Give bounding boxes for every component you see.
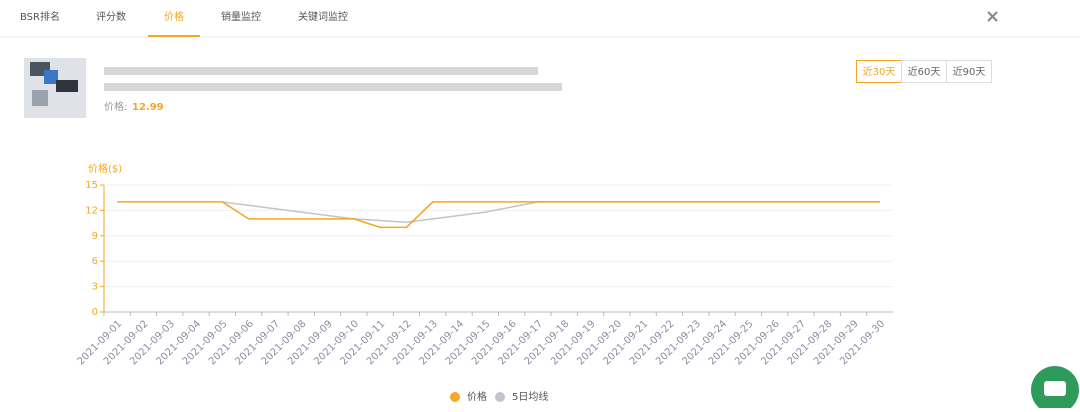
tab[interactable]: BSR排名	[20, 10, 60, 23]
chat-button[interactable]	[1031, 366, 1079, 412]
range-button-label[interactable]: 近60天	[908, 65, 941, 78]
tab[interactable]: 评分数	[96, 10, 126, 23]
legend-swatch	[450, 392, 460, 402]
range-button-label[interactable]: 近30天	[863, 65, 896, 78]
tab-active[interactable]: 价格	[164, 10, 184, 23]
price-value: 12.99	[132, 102, 164, 113]
product-image	[24, 58, 86, 118]
x-tick-label: 2021-09-01	[76, 318, 125, 367]
legend-swatch	[495, 392, 505, 402]
price-label: 价格:	[104, 100, 127, 113]
product-title-blurred	[104, 67, 562, 91]
tab-underline	[148, 35, 200, 37]
y-tick-label: 0	[92, 307, 98, 318]
tab[interactable]: 销量监控	[221, 10, 261, 23]
legend-label: 价格	[467, 390, 487, 403]
tab[interactable]: 关键词监控	[298, 10, 348, 23]
legend-label: 5日均线	[512, 390, 548, 403]
y-tick-label: 9	[92, 231, 98, 242]
range-button[interactable]	[946, 60, 992, 83]
range-button-label[interactable]: 近90天	[953, 65, 986, 78]
y-tick-label: 12	[85, 205, 98, 216]
close-button[interactable]	[987, 11, 998, 22]
y-tick-label: 15	[85, 180, 98, 191]
y-axis-label: 价格($)	[88, 162, 122, 175]
y-tick-label: 3	[92, 282, 98, 293]
y-tick-label: 6	[92, 256, 98, 267]
series-line	[117, 201, 880, 229]
